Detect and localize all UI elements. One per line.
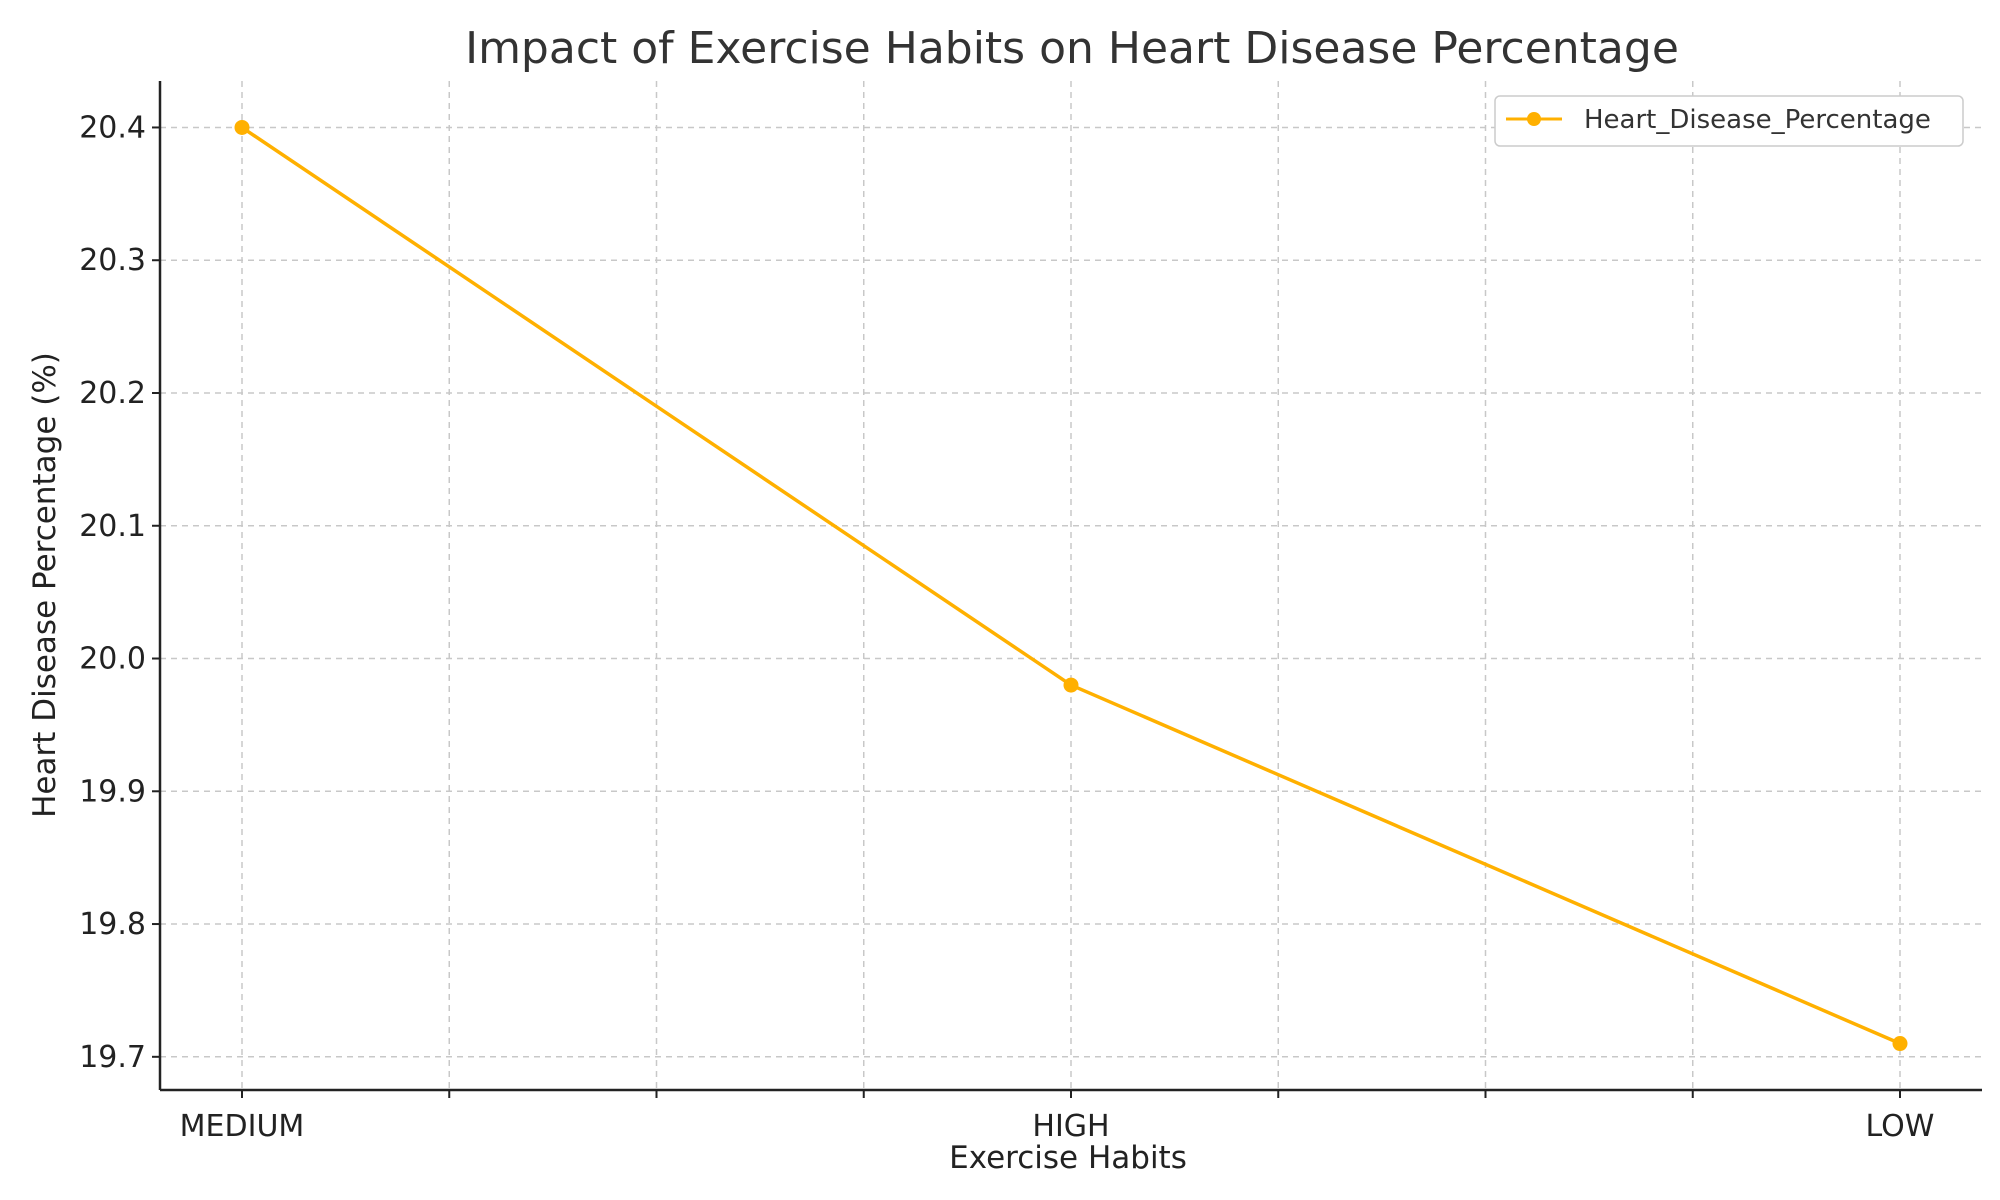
y-tick-label: 20.3 — [79, 243, 146, 278]
y-tick-label: 20.0 — [79, 642, 146, 677]
legend: Heart_Disease_Percentage — [1494, 95, 1964, 147]
x-tick-label: MEDIUM — [180, 1109, 305, 1144]
data-point — [1892, 1036, 1908, 1052]
data-point — [1063, 677, 1079, 693]
data-point — [234, 119, 250, 135]
y-tick-label: 19.7 — [79, 1040, 146, 1075]
grid — [160, 81, 1982, 1090]
y-tick-label: 20.4 — [79, 110, 146, 145]
legend-box — [1494, 95, 1964, 147]
x-tick-label: LOW — [1866, 1109, 1935, 1144]
axes — [158, 81, 1982, 1092]
y-tick-label: 19.9 — [79, 774, 146, 809]
y-tick-label: 20.2 — [79, 376, 146, 411]
x-axis-label: Exercise Habits — [949, 1140, 1187, 1176]
y-ticks: 19.7 19.8 19.9 20.0 20.1 20.2 20.3 20.4 — [79, 110, 160, 1075]
x-ticks: MEDIUM HIGH LOW — [180, 1090, 1935, 1144]
legend-marker — [1527, 112, 1541, 126]
chart-title: Impact of Exercise Habits on Heart Disea… — [465, 23, 1679, 74]
y-tick-label: 20.1 — [79, 509, 146, 544]
y-axis-label: Heart Disease Percentage (%) — [27, 352, 63, 818]
legend-label: Heart_Disease_Percentage — [1584, 105, 1931, 135]
y-tick-label: 19.8 — [79, 907, 146, 942]
series-layer — [234, 119, 1908, 1052]
x-tick-label: HIGH — [1032, 1109, 1109, 1144]
